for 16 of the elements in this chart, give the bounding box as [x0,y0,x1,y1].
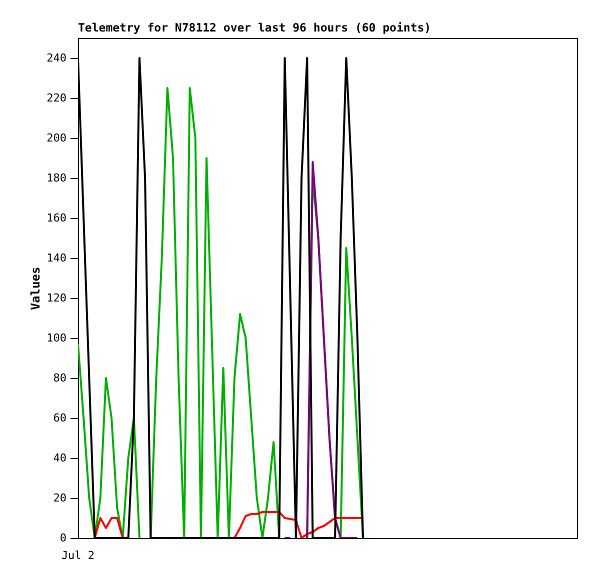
y-tick-label: 160 [46,212,66,224]
y-axis-title: Values [28,266,43,310]
y-tick-label: 80 [53,372,66,384]
y-tick-label: 200 [46,132,66,144]
y-tick-label: 140 [46,252,66,264]
text: Jul 2 [61,549,95,562]
y-tick-label: 120 [46,292,66,304]
y-tick-label: 220 [46,92,66,104]
chart-title: Telemetry for N78112 over last 96 hours (60 points) [78,20,432,34]
y-tick-label: 100 [46,332,66,344]
y-tick-label: 0 [60,532,66,544]
y-tick-label: 180 [46,172,66,184]
y-tick-label: 240 [46,52,66,64]
y-tick-label: 20 [53,492,66,504]
y-tick-label: 60 [53,412,66,424]
y-tick-label: 40 [53,452,66,464]
